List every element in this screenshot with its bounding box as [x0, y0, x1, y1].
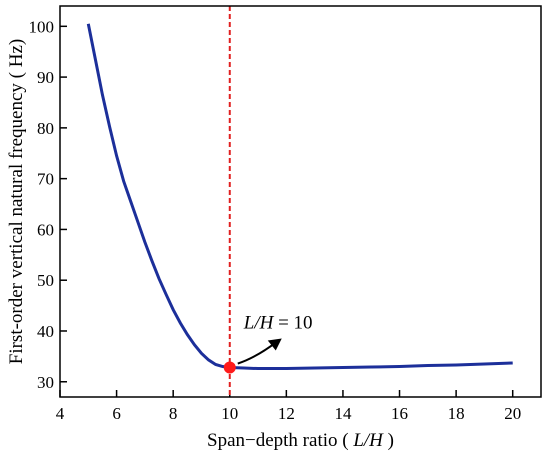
- x-tick-label: 18: [448, 404, 465, 423]
- x-tick-label: 10: [221, 404, 238, 423]
- x-tick-label: 12: [278, 404, 295, 423]
- frequency-series-line: [86, 23, 513, 371]
- annotation-arrowhead: [267, 338, 282, 351]
- y-tick-label: 40: [37, 322, 54, 341]
- y-axis-title: First-order vertical natural frequency (…: [6, 39, 27, 365]
- y-tick-label: 80: [37, 119, 54, 138]
- y-tick-label: 60: [37, 220, 54, 239]
- y-tick-label: 70: [37, 170, 54, 189]
- y-tick-label: 30: [37, 373, 54, 392]
- x-tick-label: 4: [56, 404, 65, 423]
- x-tick-label: 6: [112, 404, 121, 423]
- optimum-point-marker: [223, 361, 236, 374]
- y-tick-label: 90: [37, 68, 54, 87]
- annotation-label: L/H = 10: [243, 313, 313, 334]
- plot-frame: [59, 5, 542, 398]
- y-tick-label: 50: [37, 271, 54, 290]
- x-tick-label: 14: [334, 404, 352, 423]
- x-tick-label: 20: [504, 404, 521, 423]
- tick-labels: 4 6 8 10 12 14 16 18 20 30 40 50 60 70 80 90 100: [29, 17, 522, 423]
- x-tick-label: 8: [169, 404, 178, 423]
- y-tick-label: 100: [29, 17, 55, 36]
- axis-ticks: [59, 25, 514, 397]
- x-axis-title: Span−depth ratio ( L/H ): [207, 430, 394, 451]
- x-tick-label: 16: [391, 404, 408, 423]
- annotation-arrow: [237, 341, 277, 365]
